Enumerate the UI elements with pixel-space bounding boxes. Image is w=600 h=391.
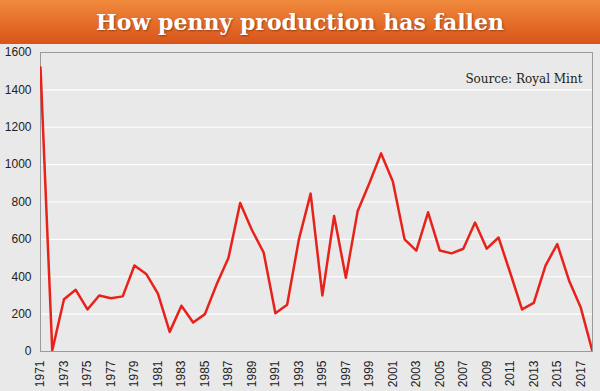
svg-text:1993: 1993: [292, 360, 306, 387]
svg-text:1987: 1987: [221, 360, 235, 387]
svg-text:1975: 1975: [80, 360, 94, 387]
svg-text:1979: 1979: [127, 360, 141, 387]
svg-text:1985: 1985: [198, 360, 212, 387]
svg-text:1981: 1981: [151, 360, 165, 387]
svg-text:1200: 1200: [5, 120, 32, 134]
svg-text:2015: 2015: [550, 360, 564, 387]
svg-text:2013: 2013: [527, 360, 541, 387]
svg-text:1971: 1971: [33, 360, 47, 387]
svg-text:400: 400: [11, 270, 31, 284]
svg-text:2011: 2011: [503, 360, 517, 386]
svg-text:Source: Royal Mint: Source: Royal Mint: [465, 72, 582, 86]
svg-text:1995: 1995: [315, 360, 329, 387]
svg-text:2017: 2017: [574, 360, 588, 387]
svg-text:1600: 1600: [5, 45, 32, 59]
svg-text:2001: 2001: [386, 360, 400, 387]
svg-text:800: 800: [11, 195, 31, 209]
svg-text:2003: 2003: [409, 360, 423, 387]
svg-text:1973: 1973: [57, 360, 71, 387]
svg-text:0: 0: [25, 344, 32, 358]
svg-text:200: 200: [11, 307, 31, 321]
svg-text:1997: 1997: [339, 360, 353, 387]
svg-text:1991: 1991: [268, 360, 282, 387]
svg-text:1400: 1400: [5, 83, 32, 97]
svg-text:1999: 1999: [362, 360, 376, 387]
svg-text:2007: 2007: [456, 360, 470, 387]
svg-text:1989: 1989: [245, 360, 259, 387]
svg-text:2009: 2009: [480, 360, 494, 387]
svg-text:600: 600: [11, 232, 31, 246]
svg-text:1983: 1983: [174, 360, 188, 387]
svg-text:1000: 1000: [5, 157, 32, 171]
svg-text:2005: 2005: [433, 360, 447, 387]
html-text:How penny production has falle: How penny production has fallen: [96, 9, 504, 35]
svg-text:1977: 1977: [104, 360, 118, 387]
